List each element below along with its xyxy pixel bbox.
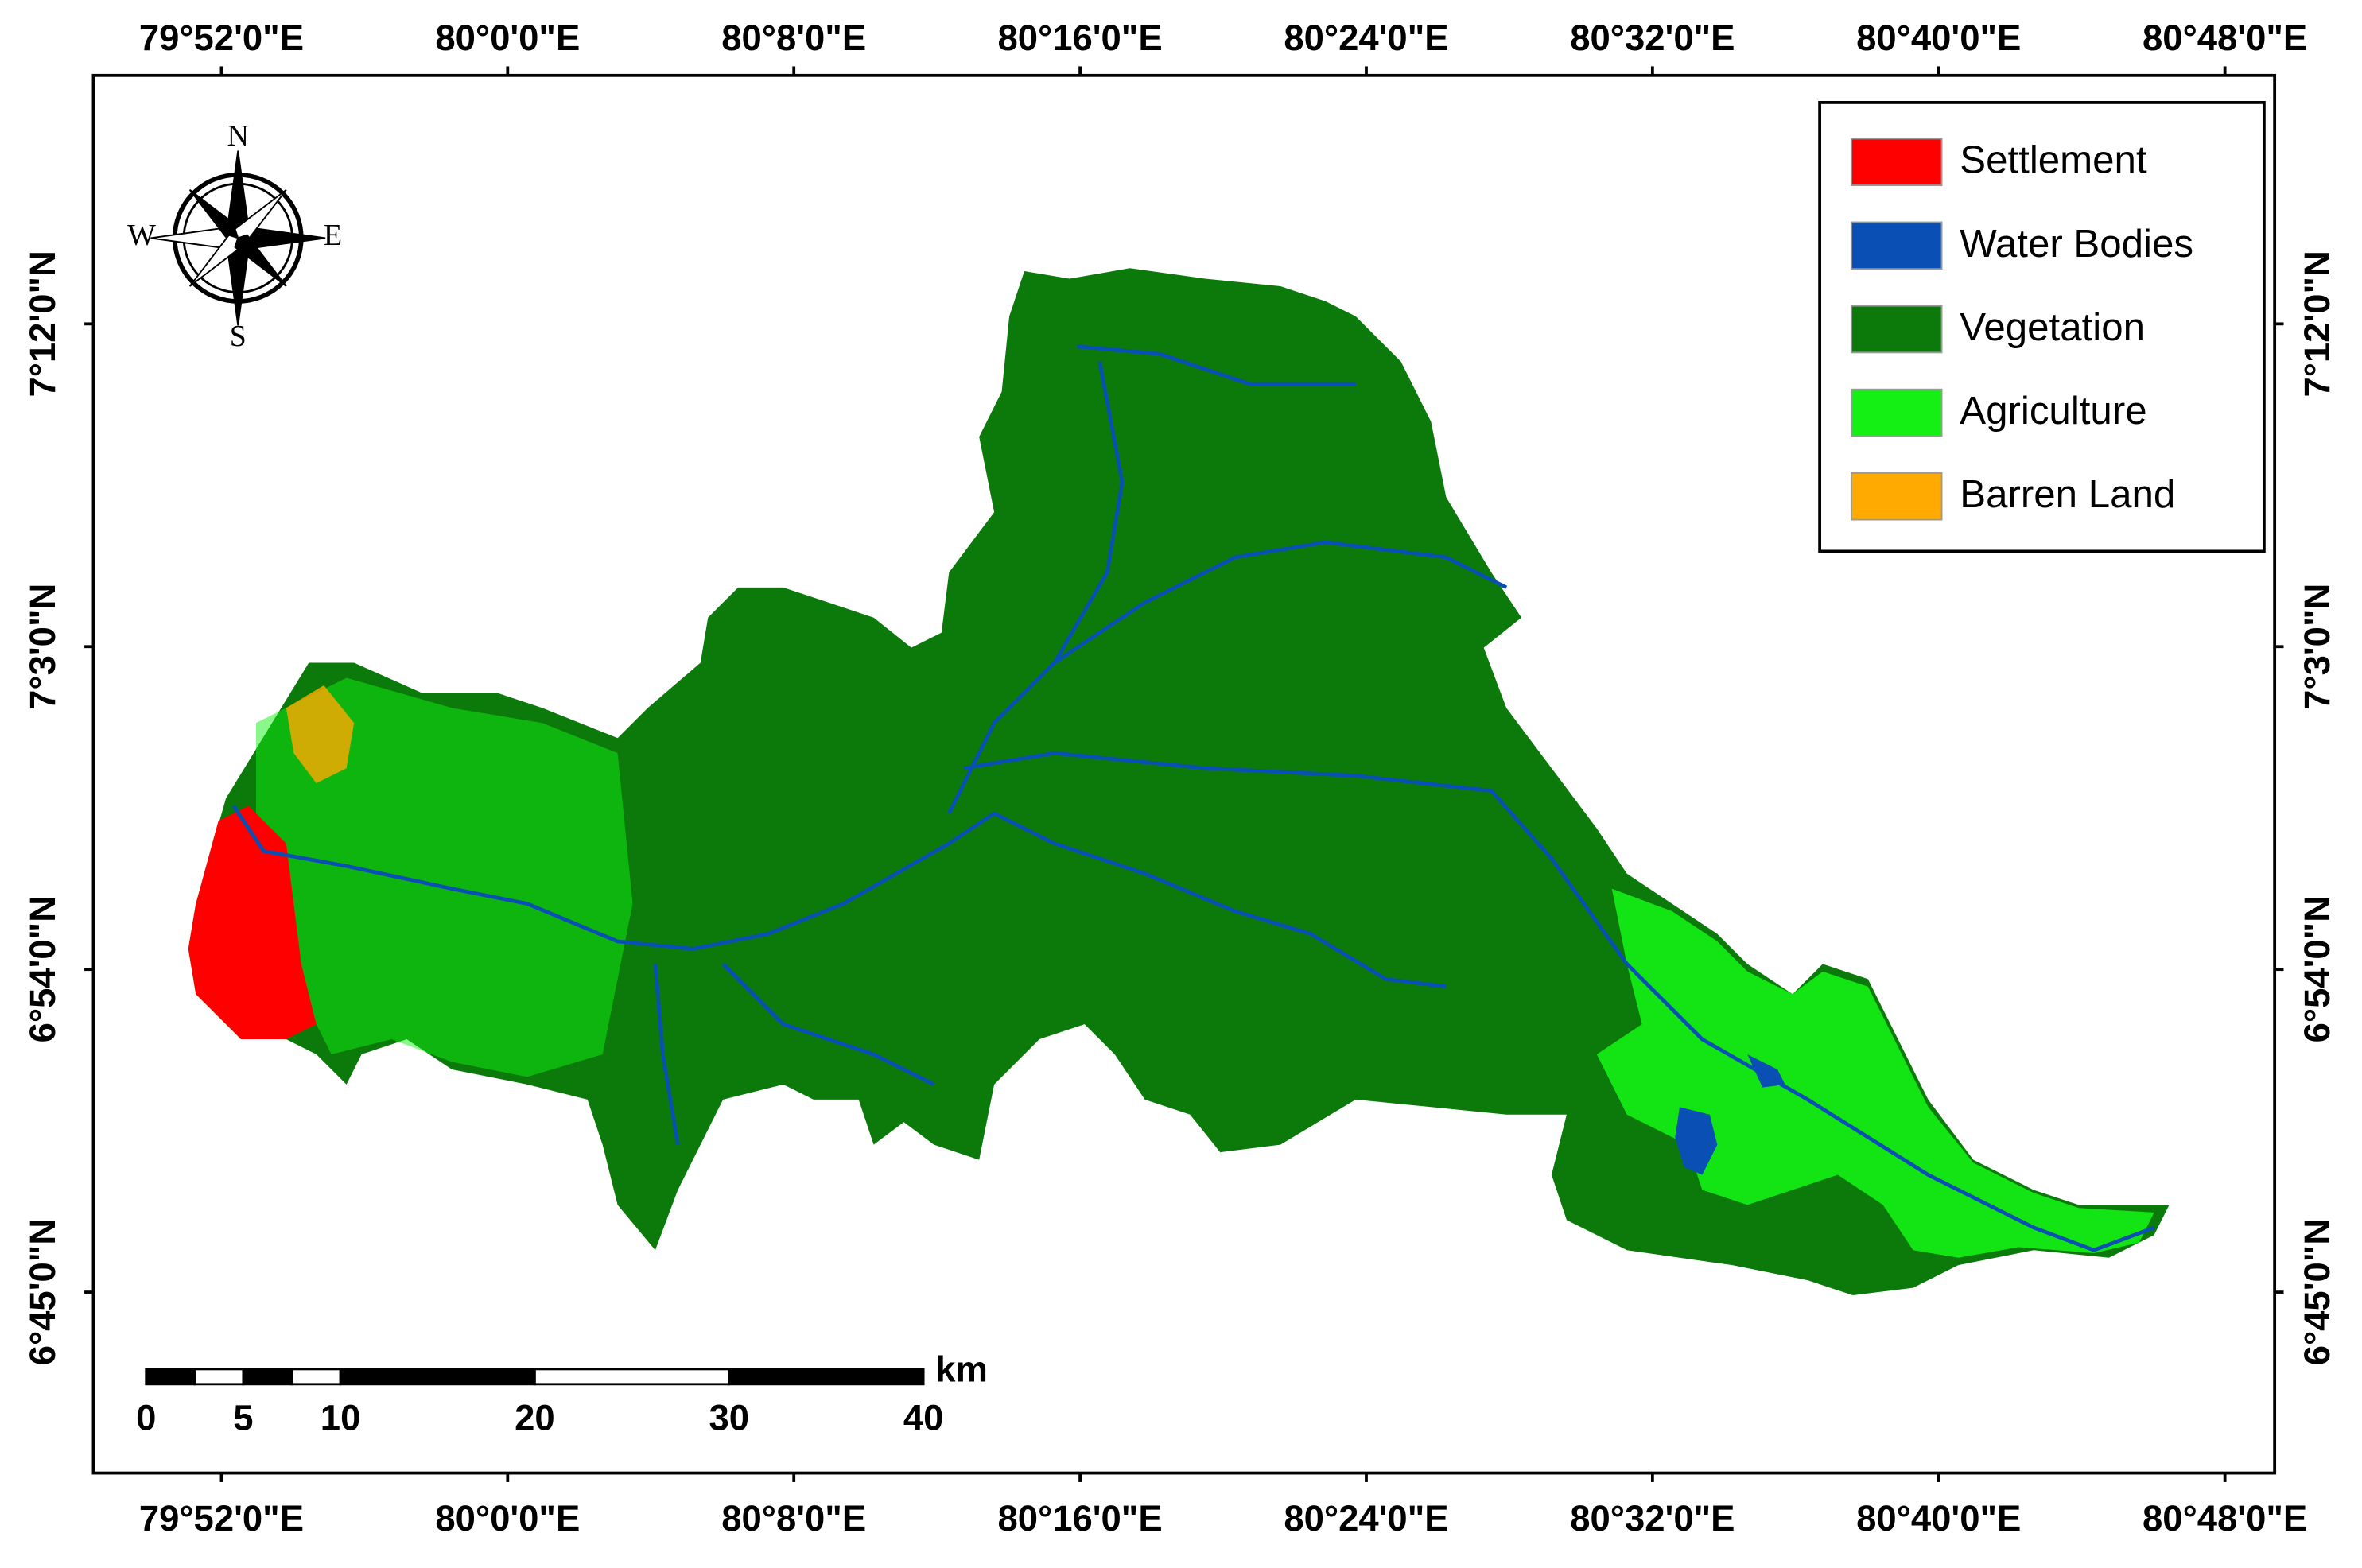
lon-label-top: 79°52'0"E <box>139 17 304 58</box>
legend-swatch <box>1850 305 1943 354</box>
scale-segment <box>242 1368 293 1386</box>
map-frame <box>91 73 2277 1475</box>
river <box>963 751 2155 1252</box>
river <box>947 540 1508 814</box>
lon-label-top: 80°8'0"E <box>721 17 866 58</box>
scale-label: 30 <box>709 1397 749 1438</box>
scale-label: 0 <box>136 1397 156 1438</box>
scale-label: 10 <box>321 1397 361 1438</box>
agriculture-area <box>256 677 633 1077</box>
legend-label: Barren Land <box>1960 472 2175 516</box>
lon-label-bottom: 79°52'0"E <box>139 1498 304 1539</box>
legend-swatch <box>1850 472 1943 521</box>
scale-segment <box>339 1368 536 1386</box>
lon-label-top: 80°32'0"E <box>1570 17 1735 58</box>
barren-area <box>286 685 355 784</box>
scale-segment <box>728 1368 925 1386</box>
lat-label-left: 6°54'0"N <box>22 896 63 1042</box>
scale-bar: 0 5 10 20 30 40 km <box>136 1349 988 1438</box>
river <box>1077 344 1356 386</box>
lon-label-top: 80°40'0"E <box>1856 17 2021 58</box>
agriculture-area <box>1596 888 2154 1258</box>
lon-label-top: 80°0'0"E <box>435 17 580 58</box>
lat-label-right: 6°54'0"N <box>2297 896 2337 1042</box>
lon-label-top: 80°24'0"E <box>1284 17 1448 58</box>
rivers <box>231 344 2155 1252</box>
scale-label: 40 <box>903 1397 944 1438</box>
lon-label-bottom: 80°32'0"E <box>1570 1498 1735 1539</box>
lat-label-right: 6°45'0"N <box>2297 1219 2337 1365</box>
scale-segment <box>193 1368 245 1386</box>
legend-label: Settlement <box>1960 138 2147 182</box>
basin <box>188 268 2170 1296</box>
frame-ticks: 79°52'0"E 79°52'0"E 80°0'0"E 80°0'0"E 80°8'0… <box>22 17 2337 1539</box>
lon-label-top: 80°16'0"E <box>997 17 1162 58</box>
lon-label-bottom: 80°0'0"E <box>435 1498 580 1539</box>
river <box>721 962 935 1086</box>
lat-label-left: 6°45'0"N <box>22 1219 63 1365</box>
lat-label-right: 7°3'0"N <box>2297 584 2337 710</box>
legend: Settlement Water Bodies Vegetation Agricult… <box>1818 101 2266 553</box>
lon-label-bottom: 80°8'0"E <box>721 1498 866 1539</box>
legend-swatch <box>1850 221 1943 270</box>
scale-segment <box>533 1368 731 1386</box>
river <box>653 964 680 1146</box>
compass-north: N <box>227 119 249 153</box>
compass-point <box>234 234 287 287</box>
lon-label-bottom: 80°16'0"E <box>997 1498 1162 1539</box>
scale-label: 20 <box>515 1397 555 1438</box>
river <box>1052 361 1125 664</box>
lon-label-bottom: 80°24'0"E <box>1284 1498 1448 1539</box>
lat-label-right: 7°12'0"N <box>2297 250 2337 397</box>
scale-segment <box>290 1368 342 1386</box>
lon-label-bottom: 80°40'0"E <box>1856 1498 2021 1539</box>
lat-label-left: 7°3'0"N <box>22 584 63 710</box>
north-arrow: N S W E <box>127 119 342 353</box>
legend-label: Agriculture <box>1960 389 2146 433</box>
compass-east: E <box>324 219 342 252</box>
scale-unit: km <box>935 1349 988 1390</box>
compass-south: S <box>230 320 247 353</box>
scale-label: 5 <box>233 1397 253 1438</box>
compass-west: W <box>127 219 156 252</box>
scale-segment <box>145 1368 196 1386</box>
water-body <box>1675 1107 1718 1175</box>
legend-label: Water Bodies <box>1960 222 2193 266</box>
settlement-area <box>188 805 317 1040</box>
river <box>231 805 1447 989</box>
lon-label-top: 80°48'0"E <box>2143 17 2307 58</box>
lon-label-bottom: 80°48'0"E <box>2143 1498 2307 1539</box>
legend-label: Vegetation <box>1960 305 2145 349</box>
lat-label-left: 7°12'0"N <box>22 250 63 397</box>
legend-swatch <box>1850 138 1943 187</box>
legend-swatch <box>1850 388 1943 437</box>
